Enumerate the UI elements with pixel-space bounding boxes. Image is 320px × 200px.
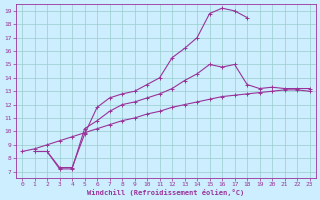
X-axis label: Windchill (Refroidissement éolien,°C): Windchill (Refroidissement éolien,°C)	[87, 189, 244, 196]
